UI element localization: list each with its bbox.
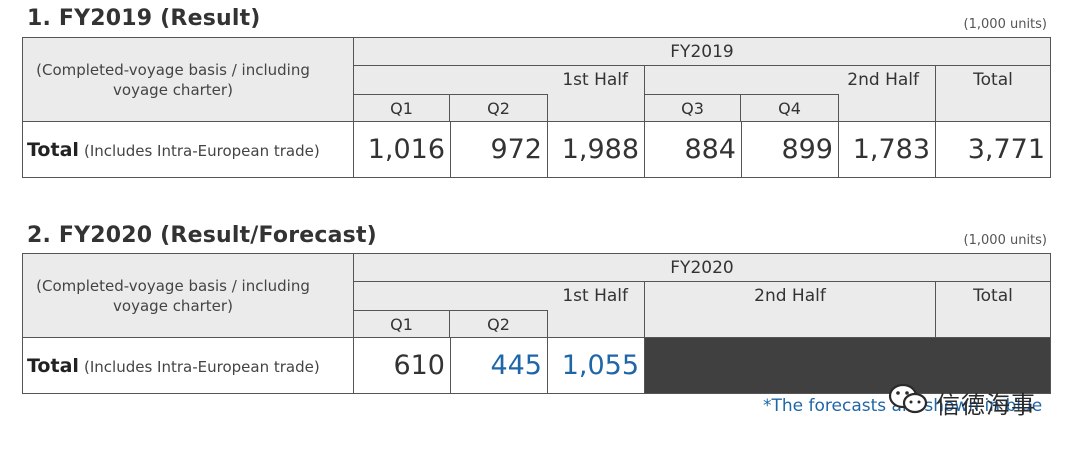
undisclosed-block [643,337,1052,394]
row-label-total: Total (Includes Intra-European trade) [22,337,354,394]
section2-title: 2. FY2020 (Result/Forecast) [27,223,377,248]
q4-header: Q4 [741,94,839,122]
value-q2: 972 [450,121,548,178]
q-header-group-2: Q3 Q4 [644,94,840,122]
value-q2-forecast: 445 [450,337,548,394]
total-header: Total [934,281,1052,338]
second-half-header: 2nd Half [644,281,936,338]
value-total: 3,771 [934,121,1052,178]
total-header: Total [934,65,1052,122]
value-q4: 899 [741,121,839,178]
q1-header: Q1 [353,94,450,122]
period-header: FY2019 [352,37,1052,66]
basis-description: (Completed-voyage basis / including voya… [22,37,354,122]
value-first-half: 1,988 [547,121,645,178]
basis-description: (Completed-voyage basis / including voya… [22,253,354,338]
wechat-icon [888,383,928,414]
row-label-sub: (Includes Intra-European trade) [84,141,320,160]
row-label-total: Total (Includes Intra-European trade) [22,121,354,178]
fy2019-table: (Completed-voyage basis / including voya… [22,37,1052,178]
row-label-sub: (Includes Intra-European trade) [84,357,320,376]
watermark-text: 信德海事 [936,391,1036,419]
row-label-main: Total [27,138,79,161]
q-header-group-3: Q1 Q2 [353,310,549,338]
value-second-half: 1,783 [838,121,936,178]
value-first-half-forecast: 1,055 [547,337,645,394]
fy2020-table: (Completed-voyage basis / including voya… [22,253,1052,394]
q2-header: Q2 [450,94,548,122]
section1-title: 1. FY2019 (Result) [27,6,261,31]
q1-header: Q1 [353,310,450,338]
value-q3: 884 [644,121,742,178]
value-q1: 610 [353,337,451,394]
value-q1: 1,016 [353,121,451,178]
q-header-group-1: Q1 Q2 [353,94,549,122]
q2-header: Q2 [450,310,548,338]
q3-header: Q3 [644,94,741,122]
section2-units: (1,000 units) [963,233,1047,248]
row-label-main: Total [27,354,79,377]
period-header: FY2020 [352,253,1052,282]
section1-units: (1,000 units) [963,17,1047,32]
